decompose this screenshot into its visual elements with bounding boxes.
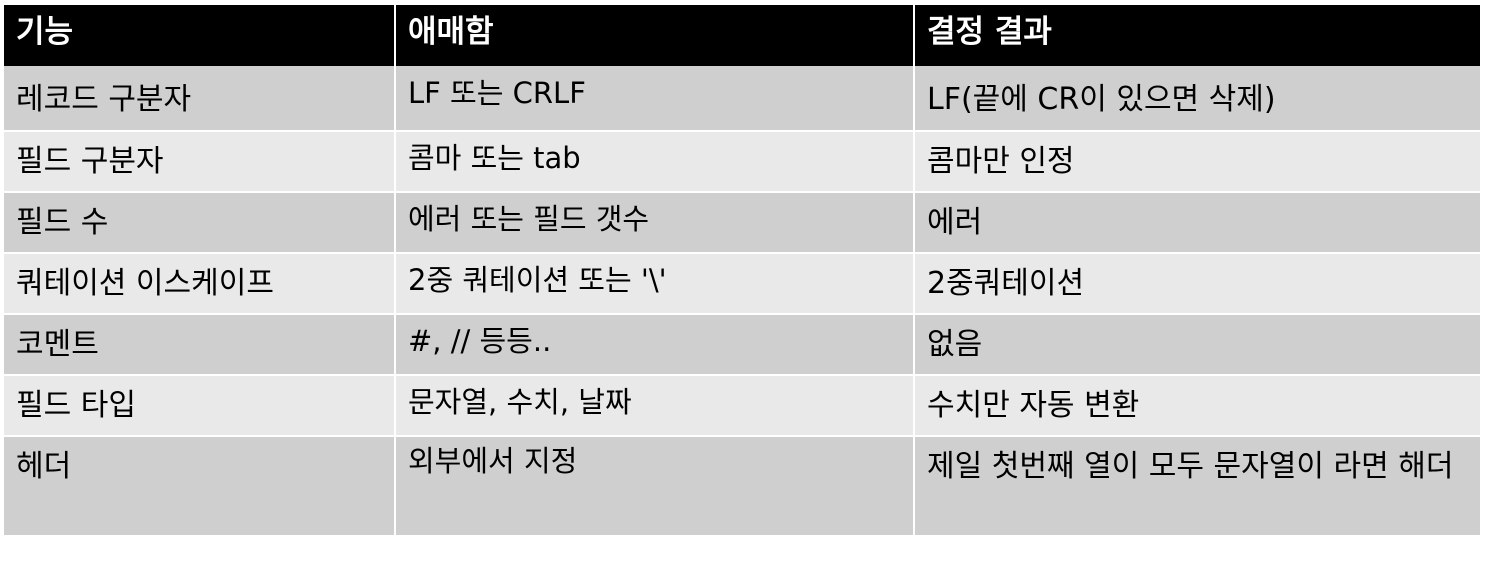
table-cell-decision: 없음 <box>915 315 1480 376</box>
table-cell-ambiguity: LF 또는 CRLF <box>396 66 915 132</box>
table-cell-feature: 필드 구분자 <box>4 132 396 193</box>
table-cell-feature: 레코드 구분자 <box>4 66 396 132</box>
table-cell-ambiguity: 에러 또는 필드 갯수 <box>396 193 915 254</box>
table-cell-decision: 에러 <box>915 193 1480 254</box>
table-cell-feature: 쿼테이션 이스케이프 <box>4 254 396 315</box>
table-cell-decision: 제일 첫번째 열이 모두 문자열이 라면 해더 <box>915 437 1480 537</box>
header-cell-decision: 결정 결과 <box>915 5 1480 66</box>
table-cell-feature: 필드 수 <box>4 193 396 254</box>
table-cell-ambiguity: 2중 쿼테이션 또는 '\' <box>396 254 915 315</box>
header-cell-ambiguity: 애매함 <box>396 5 915 66</box>
header-cell-feature: 기능 <box>4 5 396 66</box>
table-cell-feature: 코멘트 <box>4 315 396 376</box>
table-cell-ambiguity: #, // 등등.. <box>396 315 915 376</box>
table-cell-decision: 수치만 자동 변환 <box>915 376 1480 437</box>
table-cell-feature: 헤더 <box>4 437 396 537</box>
table-cell-ambiguity: 외부에서 지정 <box>396 437 915 537</box>
table-cell-ambiguity: 문자열, 수치, 날짜 <box>396 376 915 437</box>
table-cell-decision: 콤마만 인정 <box>915 132 1480 193</box>
table-cell-ambiguity: 콤마 또는 tab <box>396 132 915 193</box>
table-cell-decision: 2중쿼테이션 <box>915 254 1480 315</box>
table-cell-decision: LF(끝에 CR이 있으면 삭제) <box>915 66 1480 132</box>
table-cell-feature: 필드 타입 <box>4 376 396 437</box>
comparison-table: 기능 애매함 결정 결과 레코드 구분자 LF 또는 CRLF LF(끝에 CR… <box>4 5 1480 537</box>
